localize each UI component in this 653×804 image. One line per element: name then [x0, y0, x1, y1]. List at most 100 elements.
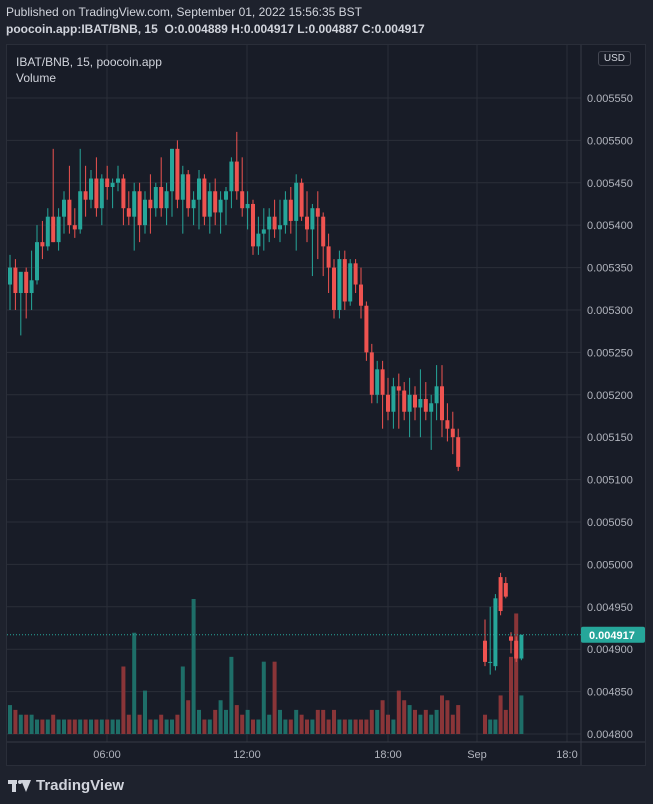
tradingview-brand[interactable]: TradingView	[8, 777, 124, 794]
candle-body	[396, 386, 401, 391]
candle-body	[78, 191, 83, 230]
volume-bar	[159, 714, 164, 734]
currency-button[interactable]: USD	[597, 51, 631, 66]
candle-body	[251, 203, 255, 247]
candle-body	[99, 178, 104, 209]
candle-body	[256, 233, 261, 247]
volume-bar	[224, 709, 228, 734]
x-tick-label: 06:00	[93, 749, 121, 761]
volume-bar	[519, 695, 524, 734]
candle-body	[483, 640, 487, 662]
candle-body	[72, 225, 77, 230]
volume-bar	[514, 613, 519, 734]
volume-bar	[509, 656, 513, 734]
volume-bar	[67, 719, 72, 734]
candle-body	[299, 182, 304, 217]
candle-body	[369, 352, 374, 395]
volume-bar	[310, 719, 315, 734]
candle-body	[278, 225, 282, 230]
volume-bar	[51, 714, 56, 734]
chart-panel[interactable]: 0.005550 0.005500 0.005450 0.005400 0.005350…	[6, 44, 646, 766]
y-tick-label: 0.005500	[587, 135, 633, 147]
volume-bar	[78, 719, 83, 734]
candle-body	[359, 284, 363, 306]
candle-body	[261, 229, 266, 234]
volume-bar	[305, 719, 309, 734]
candle-body	[514, 640, 519, 659]
volume-bar	[413, 709, 417, 734]
volume-bar	[326, 719, 331, 734]
candle-body	[434, 386, 439, 404]
candle-body	[148, 199, 153, 209]
candle-body	[245, 203, 250, 209]
candle-body	[337, 259, 342, 310]
volume-bar	[18, 714, 23, 734]
volume-bar	[423, 709, 428, 734]
y-tick-label: 0.005300	[587, 305, 633, 317]
candle-body	[132, 191, 137, 217]
candle-body	[29, 280, 34, 294]
volume-bar	[493, 719, 498, 734]
volume-bar	[164, 719, 169, 734]
volume-bar	[8, 705, 12, 734]
volume-bar	[337, 719, 342, 734]
candle-body	[13, 267, 18, 294]
volume-bar	[418, 714, 423, 734]
volume-bar	[288, 719, 293, 734]
volume-bar	[56, 719, 61, 734]
candle-body	[272, 216, 277, 230]
volume-bar	[116, 719, 120, 734]
volume-bar	[234, 705, 239, 734]
legend-volume[interactable]: Volume	[16, 71, 57, 85]
candle-body	[186, 174, 191, 209]
candle-body	[40, 242, 45, 247]
volume-bar	[40, 719, 45, 734]
candle-body	[407, 394, 412, 412]
volume-bar	[348, 719, 353, 734]
y-tick-label: 0.005100	[587, 475, 633, 487]
chart-legend: IBAT/BNB, 15, poocoin.app Volume	[16, 54, 162, 86]
volume-bar	[186, 700, 191, 734]
candle-body	[283, 199, 288, 226]
volume-bar	[364, 719, 369, 734]
candle-body	[143, 199, 147, 226]
volume-bar	[240, 714, 245, 734]
candle-body	[445, 420, 450, 429]
candle-body	[180, 174, 185, 200]
candle-body	[375, 369, 380, 395]
volume-bar	[272, 661, 277, 734]
x-tick-label: 18:0	[556, 749, 577, 761]
volume-bar	[207, 719, 212, 734]
volume-bar	[483, 714, 487, 734]
publish-header: Published on TradingView.com, September …	[0, 0, 653, 44]
last-price-tag	[581, 626, 645, 643]
candle-body	[294, 182, 299, 221]
y-tick-label: 0.005150	[587, 432, 633, 444]
volume-bar	[342, 719, 347, 734]
volume-bar	[267, 714, 272, 734]
x-tick-label: Sep	[467, 749, 487, 761]
candle-body	[456, 437, 461, 467]
volume-bar	[94, 719, 99, 734]
y-tick-label: 0.005400	[587, 220, 633, 232]
candle-body	[440, 386, 444, 421]
y-tick-label: 0.004850	[587, 687, 633, 699]
volume-bar	[407, 705, 412, 734]
volume-bar	[375, 709, 380, 734]
candle-body	[450, 428, 455, 438]
candle-body	[310, 208, 315, 230]
volume-bar	[121, 666, 126, 734]
candle-body	[18, 271, 23, 294]
volume-bar	[369, 709, 374, 734]
candle-body	[229, 161, 234, 192]
volume-bar	[110, 719, 115, 734]
candlestick-chart[interactable]: 0.005550 0.005500 0.005450 0.005400 0.005350…	[7, 45, 645, 765]
y-tick-label: 0.004900	[587, 644, 633, 656]
candle-body	[197, 178, 201, 200]
candle-body	[315, 208, 320, 217]
volume-bar	[29, 714, 34, 734]
volume-bar	[229, 656, 234, 734]
candle-body	[240, 191, 245, 209]
candle-body	[234, 161, 239, 192]
legend-symbol[interactable]: IBAT/BNB, 15, poocoin.app	[16, 55, 162, 69]
